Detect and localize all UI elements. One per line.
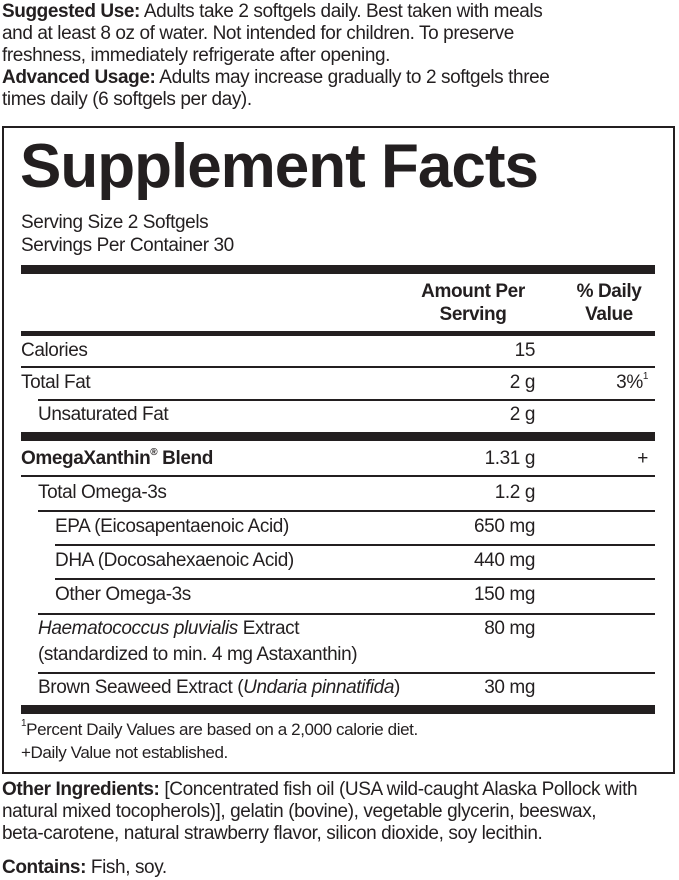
divider <box>38 399 655 401</box>
divider <box>38 672 655 674</box>
other-ingredients-text: natural mixed tocopherols)], gelatin (bo… <box>2 801 597 822</box>
divider <box>55 544 655 546</box>
col-header-dv: % Daily Value <box>576 281 642 325</box>
advanced-usage-text: Adults may increase gradually to 2 softg… <box>159 67 550 88</box>
panel-title: Supplement Facts <box>20 132 539 201</box>
advanced-usage-text: times daily (6 softgels per day). <box>2 89 252 110</box>
other-ingredients-label: Other Ingredients: <box>2 779 160 800</box>
divider <box>38 510 655 512</box>
divider <box>38 613 655 615</box>
divider-thick <box>21 265 655 274</box>
nutrient-name: Total Omega-3s <box>38 482 167 503</box>
servings-per-container: Servings Per Container 30 <box>21 235 234 256</box>
contains-label: Contains: <box>2 857 87 878</box>
contains: Contains: Fish, soy. <box>2 857 167 878</box>
other-ingredients-text: beta-carotene, natural strawberry flavor… <box>2 823 543 844</box>
suggested-use-text: and at least 8 oz of water. Not intended… <box>2 23 514 44</box>
divider <box>55 578 655 580</box>
divider-thick <box>21 432 655 441</box>
supplement-facts-panel <box>2 126 675 774</box>
nutrient-dv: 3%1 <box>616 371 648 394</box>
divider <box>21 475 655 477</box>
footnote-dv: 1Percent Daily Values are based on a 2,0… <box>21 718 418 740</box>
nutrient-name: Other Omega-3s <box>55 584 191 605</box>
nutrient-name: EPA (Eicosapentaenoic Acid) <box>55 516 289 537</box>
nutrient-amount: 30 mg <box>484 677 535 698</box>
nutrient-name: Calories <box>21 340 88 361</box>
nutrient-amount: 440 mg <box>474 550 535 571</box>
nutrient-amount: 150 mg <box>474 584 535 605</box>
nutrient-name: Brown Seaweed Extract (Undaria pinnatifi… <box>38 677 400 698</box>
suggested-use-label: Suggested Use: <box>2 1 140 22</box>
nutrient-amount: 2 g <box>509 404 536 425</box>
col-header-amount: Amount Per Serving <box>421 281 525 325</box>
nutrient-name: OmegaXanthin® Blend <box>21 447 213 470</box>
serving-size: Serving Size 2 Softgels <box>21 212 209 233</box>
nutrient-dv: + <box>637 448 648 469</box>
divider-thick <box>21 705 655 714</box>
nutrient-amount: 80 mg <box>484 618 535 639</box>
suggested-use-text: freshness, immediately refrigerate after… <box>2 45 391 66</box>
nutrient-name-detail: (standardized to min. 4 mg Astaxanthin) <box>38 644 358 665</box>
footnote-not-established: +Daily Value not established. <box>21 743 228 762</box>
nutrient-amount: 1.2 g <box>494 482 536 503</box>
nutrient-name: Haematococcus pluvialis Extract <box>38 618 300 639</box>
nutrient-amount: 1.31 g <box>484 448 536 469</box>
divider <box>21 366 655 368</box>
nutrient-name: Unsaturated Fat <box>38 404 169 425</box>
advanced-usage-label: Advanced Usage: <box>2 67 156 88</box>
nutrient-amount: 15 <box>514 340 536 361</box>
nutrient-amount: 2 g <box>509 372 536 393</box>
nutrient-name: Total Fat <box>21 372 91 393</box>
nutrient-name: DHA (Docosahexaenoic Acid) <box>55 550 294 571</box>
nutrient-amount: 650 mg <box>474 516 535 537</box>
divider-medium <box>21 331 655 336</box>
suggested-use-text: Adults take 2 softgels daily. Best taken… <box>143 1 543 22</box>
